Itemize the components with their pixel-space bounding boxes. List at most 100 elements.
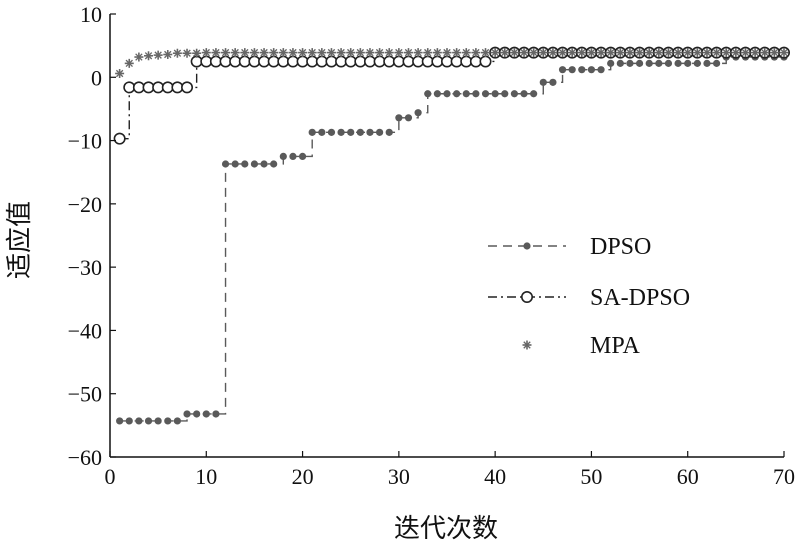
data-point [673, 48, 683, 58]
legend-marker [520, 290, 533, 303]
data-point [625, 48, 635, 58]
data-point [355, 48, 365, 58]
data-point [298, 48, 308, 58]
legend-marker [523, 242, 531, 250]
x-tick-label: 50 [580, 464, 602, 489]
data-point [164, 417, 172, 425]
series-layer [113, 46, 790, 425]
x-tick-label: 0 [105, 464, 116, 489]
data-point [221, 160, 230, 168]
data-point [779, 48, 789, 58]
legend-item-sa-dpso: SA-DPSO [488, 285, 690, 311]
data-point [250, 160, 259, 168]
data-point [366, 128, 374, 136]
data-point [577, 48, 587, 58]
data-point [153, 50, 163, 60]
data-point [712, 48, 722, 58]
data-point [212, 410, 220, 418]
data-point [692, 48, 702, 58]
data-point [230, 48, 240, 58]
x-tick-label: 30 [388, 464, 410, 489]
data-point [721, 48, 731, 58]
data-point [432, 48, 442, 58]
data-point [567, 48, 577, 58]
data-point [385, 128, 393, 136]
data-point [635, 59, 644, 67]
data-point [587, 66, 596, 74]
data-point [173, 417, 181, 425]
data-point [172, 48, 182, 58]
data-point [635, 48, 645, 58]
data-point [654, 48, 664, 58]
data-point [318, 128, 326, 136]
data-point [395, 114, 403, 122]
data-point [481, 90, 490, 98]
data-point [240, 48, 250, 58]
data-point [453, 90, 461, 98]
data-point [346, 48, 356, 58]
data-point [731, 48, 741, 58]
legend-label: MPA [590, 333, 640, 359]
data-point [260, 160, 268, 168]
legend-label: DPSO [590, 234, 651, 260]
data-point [530, 90, 538, 98]
data-point [337, 128, 345, 136]
legend-item-dpso: DPSO [488, 234, 651, 260]
data-point [221, 48, 231, 58]
data-point [568, 66, 576, 74]
x-tick-label: 70 [773, 464, 795, 489]
x-tick-label: 20 [292, 464, 314, 489]
data-point [308, 128, 316, 136]
data-point [472, 90, 480, 98]
data-point [616, 59, 624, 67]
legend: DPSO SA-DPSO MPA [488, 234, 690, 359]
series-dpso [116, 53, 788, 425]
y-tick-label: −10 [68, 129, 102, 154]
legend-marker [522, 340, 532, 350]
data-point [403, 48, 413, 58]
data-point [192, 48, 202, 58]
data-point [181, 81, 194, 94]
data-point [289, 152, 297, 160]
data-point [684, 59, 692, 67]
data-point [384, 48, 394, 58]
data-point [327, 128, 336, 136]
data-point [144, 51, 154, 61]
data-point [491, 90, 499, 98]
data-point [270, 160, 278, 168]
y-tick-label: −50 [68, 382, 102, 407]
data-point [519, 48, 529, 58]
data-point [124, 58, 134, 68]
data-point [520, 90, 528, 98]
data-point [201, 48, 211, 58]
data-point [423, 48, 433, 58]
data-point [674, 59, 682, 67]
series-line [119, 56, 784, 422]
data-point [760, 48, 770, 58]
data-point [135, 417, 143, 425]
data-point [539, 78, 547, 86]
data-point [655, 59, 663, 67]
data-point [326, 48, 336, 58]
data-point [702, 48, 712, 58]
data-point [231, 160, 239, 168]
data-point [356, 128, 364, 136]
data-point [116, 417, 124, 425]
data-point [202, 410, 210, 418]
data-point [452, 48, 462, 58]
data-point [249, 48, 259, 58]
data-point [144, 417, 153, 425]
data-point [163, 50, 173, 60]
data-point [376, 128, 384, 136]
data-point [713, 59, 721, 67]
data-point [462, 90, 470, 98]
data-point [644, 48, 654, 58]
data-point [615, 48, 625, 58]
data-point [336, 48, 346, 58]
x-axis-title: 迭代次数 [394, 514, 498, 544]
data-point [279, 152, 287, 160]
data-point [433, 90, 441, 98]
data-point [558, 66, 567, 74]
data-point [471, 48, 481, 58]
